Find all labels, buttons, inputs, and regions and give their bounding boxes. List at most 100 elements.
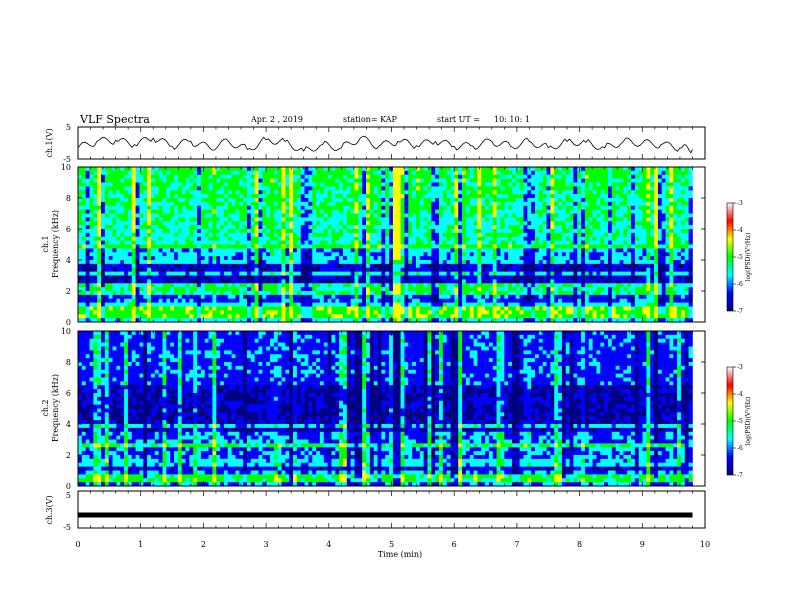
spectrogram-cell [369,217,375,222]
spectrogram-cell [220,306,225,311]
spectrogram-cell [523,194,528,199]
spectrogram-cell [415,318,421,323]
spectrogram-cell [189,229,194,234]
spectrogram-cell [101,198,106,203]
spectrogram-cell [89,267,94,272]
spectrogram-cell [181,306,186,311]
spectrogram-cell [300,263,305,269]
spectrogram-cell [496,314,501,319]
spectrogram-cell [439,186,444,191]
spectrogram-cell [527,217,532,222]
spectrogram-cell [154,174,159,179]
spectrogram-cell [496,260,501,265]
spectrogram-cell [246,240,252,245]
spectrogram-cell [423,217,428,222]
spectrogram-cell [508,170,513,176]
spectrogram-cell [116,178,121,183]
spectrogram-cell [154,217,159,222]
spectrogram-cell [362,217,367,222]
spectrogram-cell [488,279,494,284]
spectrogram-cell [216,291,221,296]
spectrogram-cell [400,205,405,210]
spectrogram-cell [101,229,106,234]
spectrogram-cell [170,256,175,261]
spectrogram-cell [450,294,455,300]
spectrogram-cell [477,310,482,315]
spectrogram-cell [277,209,282,214]
spectrogram-cell [427,240,432,245]
spectrogram-cell [308,205,313,210]
spectrogram-cell [316,201,321,207]
spectrogram-cell [415,178,421,183]
spectrogram-cell [78,182,83,187]
spectrogram-cell [139,194,144,199]
spectrogram-cell [446,205,451,210]
spectrogram-cell [308,302,313,307]
spectrogram-cell [193,310,198,315]
spectrogram-cell [208,260,213,265]
spectrogram-cell [504,213,509,218]
spectrogram-cell [239,267,244,272]
spectrogram-cell [346,205,351,210]
spectrogram-cell [231,244,236,249]
spectrogram-cell [235,260,240,265]
spectrogram-cell [189,240,194,245]
spectrogram-cell [527,248,532,253]
spectrogram-cell [381,236,386,241]
spectrogram-cell [504,201,509,207]
spectrogram-cell [308,209,313,214]
spectrogram-cell [124,310,129,315]
spectrogram-cell [246,302,252,307]
spectrogram-cell [208,298,213,303]
spectrogram-cell [446,283,451,288]
spectrogram-cell [435,232,440,238]
spectrogram-cell [254,225,259,230]
spectrogram-cell [327,217,332,222]
spectrogram-cell [350,209,355,214]
spectrogram-cell [538,298,543,303]
spectrogram-cell [538,306,543,311]
spectrogram-cell [350,167,355,172]
spectrogram-cell [458,205,463,210]
spectrogram-cell [89,167,94,172]
spectrogram-cell [220,194,225,199]
spectrogram-cell [143,178,148,183]
spectrogram-cell [266,314,271,319]
spectrogram-cell [81,314,86,319]
spectrogram-cell [189,194,194,199]
spectrogram-cell [431,190,436,195]
spectrogram-cell [389,240,394,245]
spectrogram-cell [212,194,217,199]
spectrogram-cell [139,232,144,238]
spectrogram-cell [404,252,409,257]
spectrogram-cell [404,190,409,195]
spectrogram-cell [481,182,486,187]
spectrogram-cell [116,190,121,195]
spectrogram-cell [496,201,501,207]
spectrogram-cell [488,248,494,253]
spectrogram-cell [223,194,229,199]
spectrogram-cell [316,252,321,257]
spectrogram-cell [408,279,413,284]
spectrogram-cell [331,271,336,276]
spectrogram-cell [158,248,163,253]
spectrogram-cell [300,213,305,218]
spectrogram-cell [162,194,167,199]
spectrogram-cell [78,225,83,230]
spectrogram-cell [404,263,409,269]
spectrogram-cell [93,178,98,183]
spectrogram-cell [185,294,190,300]
spectrogram-cell [227,283,232,288]
spectrogram-cell [78,256,83,261]
spectrogram-cell [258,205,263,210]
spectrogram-cell [492,194,497,199]
spectrogram-cell [381,302,386,307]
spectrogram-cell [511,209,517,214]
spectrogram-cell [150,225,156,230]
spectrogram-cell [250,213,255,218]
spectrogram-cell [174,217,179,222]
spectrogram-cell [542,232,547,238]
spectrogram-cell [366,240,371,245]
spectrogram-cell [262,263,267,269]
spectrogram-cell [546,170,551,176]
